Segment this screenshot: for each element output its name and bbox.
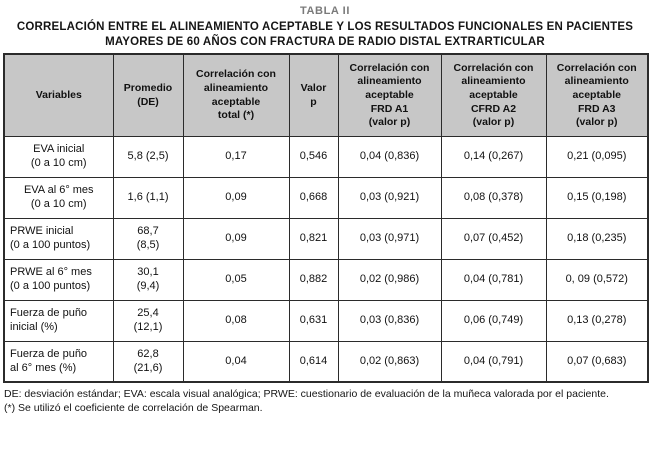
table-row: EVA inicial (0 a 10 cm) 5,8 (2,5) 0,17 0,54… bbox=[3, 135, 649, 178]
table-row: Fuerza de puño al 6° mes (%) 62,8 (21,6) 0… bbox=[3, 340, 649, 383]
value-cell: 0,821 bbox=[288, 217, 339, 260]
column-header: Correlación con alineamiento aceptable F… bbox=[337, 53, 442, 137]
value-cell: 0,18 (0,235) bbox=[545, 217, 649, 260]
value-cell: 0,04 bbox=[182, 340, 290, 383]
table-title: CORRELACIÓN ENTRE EL ALINEAMIENTO ACEPTA… bbox=[3, 20, 647, 49]
value-cell: 0,09 bbox=[182, 217, 290, 260]
row-variable-cell: PRWE inicial (0 a 100 puntos) bbox=[3, 217, 114, 260]
value-cell: 30,1 (9,4) bbox=[112, 258, 184, 301]
correlation-table: Variables Promedio (DE) Correlación con al… bbox=[3, 53, 649, 384]
column-header: Correlación con alineamiento aceptable F… bbox=[545, 53, 649, 137]
column-header: Correlación con alineamiento aceptable C… bbox=[440, 53, 547, 137]
table-number-label: TABLA II bbox=[299, 5, 350, 17]
value-cell: 0,07 (0,452) bbox=[440, 217, 547, 260]
value-cell: 0,614 bbox=[288, 340, 339, 383]
table-row: PRWE inicial (0 a 100 puntos) 68,7 (8,5) 0… bbox=[3, 217, 649, 260]
column-header: Variables bbox=[3, 53, 114, 137]
value-cell: 1,6 (1,1) bbox=[112, 176, 184, 219]
title-block: TABLA II CORRELACIÓN ENTRE EL ALINEAMIEN… bbox=[3, 5, 647, 49]
column-header: Correlación con alineamiento aceptable t… bbox=[182, 53, 290, 137]
row-variable-cell: Fuerza de puño inicial (%) bbox=[3, 299, 114, 342]
table-header-row: Variables Promedio (DE) Correlación con al… bbox=[3, 53, 649, 137]
value-cell: 0,04 (0,781) bbox=[440, 258, 547, 301]
value-cell: 0,13 (0,278) bbox=[545, 299, 649, 342]
table-row: Fuerza de puño inicial (%) 25,4 (12,1) 0,0… bbox=[3, 299, 649, 342]
row-variable-cell: PRWE al 6° mes (0 a 100 puntos) bbox=[3, 258, 114, 301]
column-header: Valor p bbox=[288, 53, 339, 137]
value-cell: 0,08 bbox=[182, 299, 290, 342]
value-cell: 0,02 (0,986) bbox=[337, 258, 442, 301]
value-cell: 25,4 (12,1) bbox=[112, 299, 184, 342]
value-cell: 5,8 (2,5) bbox=[112, 135, 184, 178]
value-cell: 0,08 (0,378) bbox=[440, 176, 547, 219]
value-cell: 68,7 (8,5) bbox=[112, 217, 184, 260]
value-cell: 0,03 (0,971) bbox=[337, 217, 442, 260]
value-cell: 0,04 (0,791) bbox=[440, 340, 547, 383]
value-cell: 0,02 (0,863) bbox=[337, 340, 442, 383]
table-row: PRWE al 6° mes (0 a 100 puntos) 30,1 (9,4… bbox=[3, 258, 649, 301]
value-cell: 0,03 (0,921) bbox=[337, 176, 442, 219]
table-row: EVA al 6° mes (0 a 10 cm) 1,6 (1,1) 0,09 0,… bbox=[3, 176, 649, 219]
row-variable-cell: EVA inicial (0 a 10 cm) bbox=[3, 135, 114, 178]
value-cell: 0,15 (0,198) bbox=[545, 176, 649, 219]
table-body: EVA inicial (0 a 10 cm) 5,8 (2,5) 0,17 0,54… bbox=[3, 135, 649, 383]
value-cell: 0,04 (0,836) bbox=[337, 135, 442, 178]
value-cell: 0,668 bbox=[288, 176, 339, 219]
value-cell: 0,546 bbox=[288, 135, 339, 178]
value-cell: 0, 09 (0,572) bbox=[545, 258, 649, 301]
value-cell: 0,09 bbox=[182, 176, 290, 219]
table-title-line1: CORRELACIÓN ENTRE EL ALINEAMIENTO ACEPTA… bbox=[16, 21, 634, 33]
value-cell: 0,17 bbox=[182, 135, 290, 178]
row-variable-cell: Fuerza de puño al 6° mes (%) bbox=[3, 340, 114, 383]
value-cell: 0,05 bbox=[182, 258, 290, 301]
value-cell: 0,03 (0,836) bbox=[337, 299, 442, 342]
footnote-abbreviations: DE: desviación estándar; EVA: escala vis… bbox=[4, 388, 609, 401]
table-title-line2: MAYORES DE 60 AÑOS CON FRACTURA DE RADIO… bbox=[105, 35, 545, 48]
footnote-spearman: (*) Se utilizó el coeficiente de correla… bbox=[4, 402, 263, 415]
value-cell: 0,06 (0,749) bbox=[440, 299, 547, 342]
row-variable-cell: EVA al 6° mes (0 a 10 cm) bbox=[3, 176, 114, 219]
value-cell: 0,07 (0,683) bbox=[545, 340, 649, 383]
value-cell: 0,14 (0,267) bbox=[440, 135, 547, 178]
value-cell: 62,8 (21,6) bbox=[112, 340, 184, 383]
footnotes: DE: desviación estándar; EVA: escala vis… bbox=[4, 388, 646, 415]
column-header: Promedio (DE) bbox=[112, 53, 184, 137]
value-cell: 0,882 bbox=[288, 258, 339, 301]
value-cell: 0,631 bbox=[288, 299, 339, 342]
value-cell: 0,21 (0,095) bbox=[545, 135, 649, 178]
